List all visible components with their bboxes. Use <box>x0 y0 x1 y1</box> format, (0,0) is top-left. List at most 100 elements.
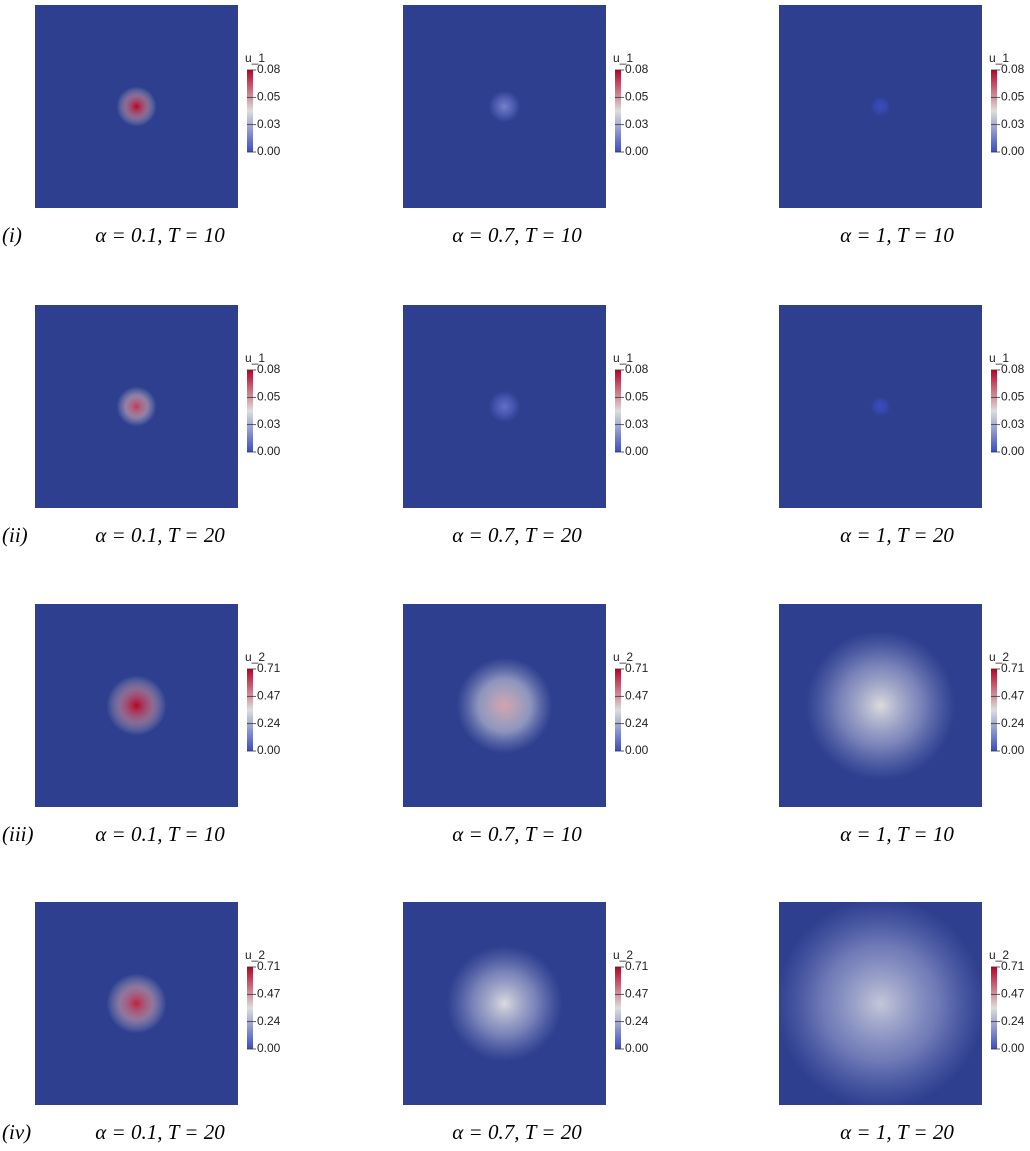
colorbar <box>247 370 253 452</box>
colorbar-tick-label: 0.05 <box>257 390 281 404</box>
colorbar-tick-label: 0.00 <box>257 144 281 158</box>
colorbar-tick-label: 0.24 <box>1001 716 1025 730</box>
solution-peak <box>805 630 956 781</box>
colorbar-tick-label: 0.03 <box>625 117 649 131</box>
colorbar <box>991 370 997 452</box>
colorbar-title: u_1 <box>989 51 1009 65</box>
colorbar-title: u_1 <box>613 351 633 365</box>
colorbar <box>615 669 621 751</box>
colorbar-title: u_1 <box>989 351 1009 365</box>
colorbar-tick-label: 0.47 <box>257 689 281 703</box>
colorbar-tick-label: 0.03 <box>1001 117 1025 131</box>
colorbar-tick-label: 0.47 <box>1001 689 1025 703</box>
panel-caption: α = 0.1, T = 20 <box>95 523 225 547</box>
colorbar <box>991 669 997 751</box>
solution-peak <box>775 898 986 1109</box>
row-label: (iv) <box>2 1120 31 1144</box>
colorbar-tick-label: 0.08 <box>1001 362 1025 376</box>
solution-peak <box>106 675 167 736</box>
colorbar-title: u_1 <box>245 351 265 365</box>
colorbar-tick-label: 0.08 <box>257 362 281 376</box>
solution-peak <box>870 96 891 117</box>
colorbar-title: u_2 <box>245 650 265 664</box>
colorbar-tick-label: 0.03 <box>257 117 281 131</box>
panel-caption: α = 0.7, T = 10 <box>452 223 582 247</box>
panel-caption: α = 1, T = 10 <box>840 223 954 247</box>
panel-caption: α = 1, T = 20 <box>840 1120 954 1144</box>
panel-caption: α = 0.7, T = 20 <box>452 523 582 547</box>
colorbar-tick-label: 0.05 <box>1001 90 1025 104</box>
colorbar-tick-label: 0.05 <box>1001 390 1025 404</box>
colorbar-tick-label: 0.71 <box>257 959 281 973</box>
row-label: (i) <box>2 223 22 247</box>
solution-peak <box>106 973 167 1034</box>
solution-peak <box>456 657 553 754</box>
colorbar-tick-label: 0.05 <box>625 390 649 404</box>
colorbar-tick-label: 0.71 <box>1001 959 1025 973</box>
colorbar-tick-label: 0.71 <box>257 661 281 675</box>
colorbar-tick-label: 0.00 <box>625 444 649 458</box>
colorbar-tick-label: 0.03 <box>625 417 649 431</box>
colorbar-title: u_2 <box>613 650 633 664</box>
colorbar-tick-label: 0.24 <box>625 1014 649 1028</box>
colorbar-tick-label: 0.03 <box>257 417 281 431</box>
solution-peak <box>488 390 521 423</box>
panel-caption: α = 0.1, T = 10 <box>95 822 225 846</box>
colorbar-title: u_2 <box>989 948 1009 962</box>
colorbar-tick-label: 0.08 <box>1001 62 1025 76</box>
panel-caption: α = 0.1, T = 10 <box>95 223 225 247</box>
colorbar-tick-label: 0.71 <box>625 661 649 675</box>
panel-caption: α = 1, T = 10 <box>840 822 954 846</box>
colorbar-tick-label: 0.00 <box>1001 1041 1025 1055</box>
solution-peak <box>446 945 563 1062</box>
colorbar-tick-label: 0.03 <box>1001 417 1025 431</box>
colorbar <box>991 967 997 1049</box>
colorbar <box>247 70 253 152</box>
colorbar-tick-label: 0.71 <box>625 959 649 973</box>
solution-peak <box>870 396 891 417</box>
colorbar-tick-label: 0.47 <box>625 689 649 703</box>
colorbar-title: u_1 <box>245 51 265 65</box>
colorbar <box>615 967 621 1049</box>
colorbar-title: u_1 <box>613 51 633 65</box>
colorbar-tick-label: 0.00 <box>257 1041 281 1055</box>
colorbar-title: u_2 <box>989 650 1009 664</box>
colorbar-tick-label: 0.00 <box>1001 743 1025 757</box>
colorbar-tick-label: 0.05 <box>625 90 649 104</box>
colorbar-tick-label: 0.00 <box>625 144 649 158</box>
colorbar-title: u_2 <box>245 948 265 962</box>
colorbar-tick-label: 0.08 <box>625 362 649 376</box>
panel-caption: α = 0.7, T = 10 <box>452 822 582 846</box>
panel-caption: α = 1, T = 20 <box>840 523 954 547</box>
solution-peak <box>116 86 157 127</box>
colorbar <box>991 70 997 152</box>
colorbar <box>247 669 253 751</box>
colorbar <box>247 967 253 1049</box>
panel-caption: α = 0.7, T = 20 <box>452 1120 582 1144</box>
panel-caption: α = 0.1, T = 20 <box>95 1120 225 1144</box>
colorbar-tick-label: 0.08 <box>257 62 281 76</box>
colorbar-tick-label: 0.47 <box>257 987 281 1001</box>
colorbar <box>615 70 621 152</box>
colorbar-tick-label: 0.47 <box>625 987 649 1001</box>
colorbar-tick-label: 0.00 <box>257 444 281 458</box>
row-label: (ii) <box>2 523 28 547</box>
colorbar-tick-label: 0.24 <box>257 1014 281 1028</box>
colorbar-tick-label: 0.05 <box>257 90 281 104</box>
colorbar-tick-label: 0.08 <box>625 62 649 76</box>
colorbar-tick-label: 0.24 <box>1001 1014 1025 1028</box>
colorbar-tick-label: 0.00 <box>625 743 649 757</box>
colorbar-tick-label: 0.00 <box>625 1041 649 1055</box>
colorbar-tick-label: 0.24 <box>625 716 649 730</box>
colorbar-tick-label: 0.00 <box>257 743 281 757</box>
colorbar-tick-label: 0.00 <box>1001 144 1025 158</box>
colorbar-tick-label: 0.00 <box>1001 444 1025 458</box>
row-label: (iii) <box>2 822 34 846</box>
colorbar <box>615 370 621 452</box>
colorbar-tick-label: 0.71 <box>1001 661 1025 675</box>
colorbar-title: u_2 <box>613 948 633 962</box>
colorbar-tick-label: 0.47 <box>1001 987 1025 1001</box>
colorbar-tick-label: 0.24 <box>257 716 281 730</box>
solution-peak <box>116 386 157 427</box>
